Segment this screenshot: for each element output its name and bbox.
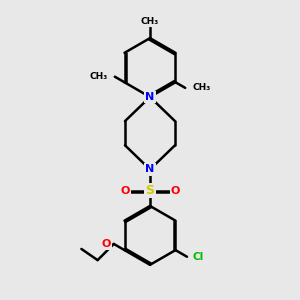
Text: O: O bbox=[120, 186, 129, 196]
Text: Cl: Cl bbox=[192, 252, 203, 262]
Text: N: N bbox=[146, 164, 154, 174]
Text: CH₃: CH₃ bbox=[89, 72, 107, 81]
Text: O: O bbox=[101, 239, 111, 249]
Text: S: S bbox=[146, 184, 154, 197]
Text: O: O bbox=[171, 186, 180, 196]
Text: CH₃: CH₃ bbox=[141, 17, 159, 26]
Text: CH₃: CH₃ bbox=[193, 83, 211, 92]
Text: N: N bbox=[146, 92, 154, 102]
